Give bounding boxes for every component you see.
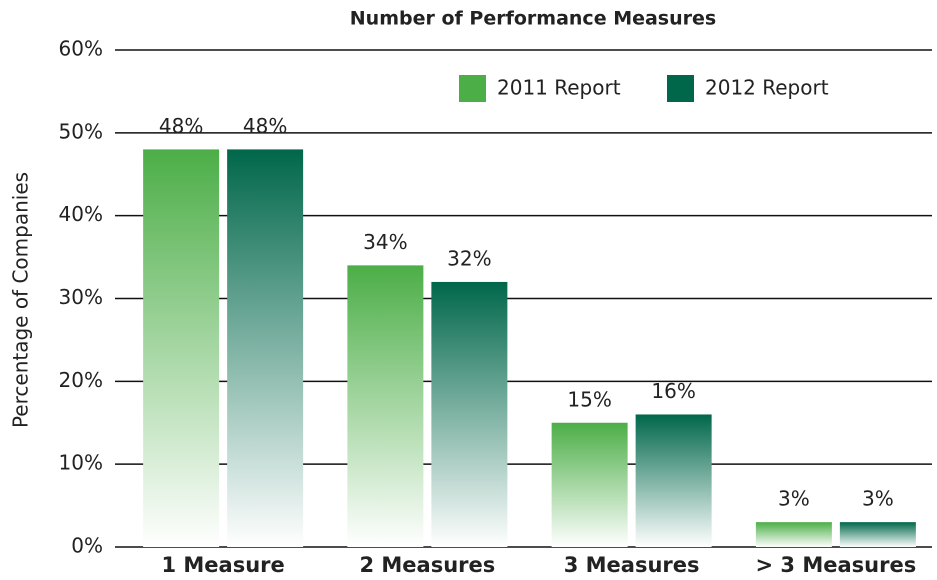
value-label: 48%	[243, 114, 287, 138]
bar	[551, 422, 628, 547]
value-label: 16%	[651, 379, 695, 403]
bar	[431, 281, 508, 547]
y-tick-label: 50%	[59, 119, 103, 143]
x-tick-label: 1 Measure	[161, 553, 284, 577]
value-label: 34%	[363, 230, 407, 254]
bar	[635, 414, 712, 547]
value-label: 3%	[778, 487, 810, 511]
y-axis-label: Percentage of Companies	[9, 172, 33, 428]
chart-title: Number of Performance Measures	[350, 8, 716, 30]
y-tick-label: 60%	[59, 37, 103, 61]
value-label: 48%	[159, 114, 203, 138]
x-tick-label: 2 Measures	[359, 553, 495, 577]
x-tick-label: > 3 Measures	[756, 553, 917, 577]
y-tick-label: 40%	[59, 202, 103, 226]
bar	[143, 149, 220, 547]
value-label: 3%	[862, 487, 894, 511]
y-tick-label: 0%	[71, 534, 103, 558]
bar	[755, 522, 832, 547]
y-tick-label: 30%	[59, 285, 103, 309]
bar	[839, 522, 916, 547]
legend-label: 2011 Report	[497, 76, 621, 100]
bar	[227, 149, 304, 547]
value-label: 32%	[447, 246, 491, 270]
legend-swatch	[459, 75, 486, 102]
legend-label: 2012 Report	[705, 76, 829, 100]
x-tick-label: 3 Measures	[564, 553, 700, 577]
value-label: 15%	[567, 387, 611, 411]
bar	[347, 265, 424, 547]
y-tick-label: 10%	[59, 451, 103, 475]
legend-swatch	[667, 75, 694, 102]
y-tick-label: 20%	[59, 368, 103, 392]
